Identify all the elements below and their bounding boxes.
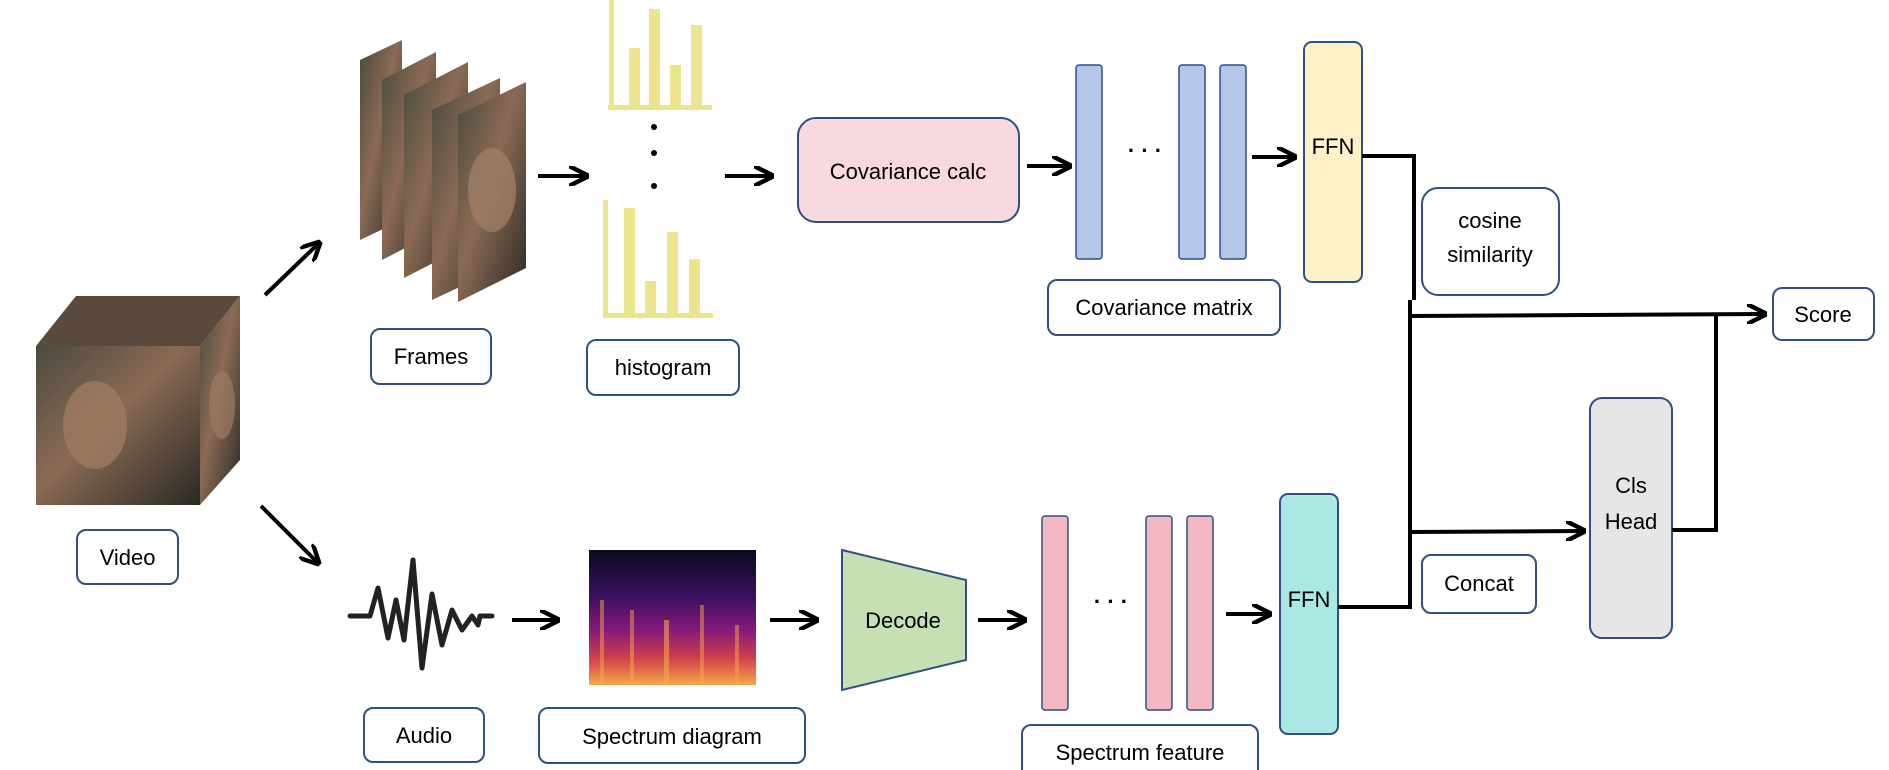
concat-to-cls-head-arrow — [1409, 531, 1582, 532]
covariance-matrix-bar — [1178, 64, 1206, 260]
video-to-audio-arrow — [259, 504, 317, 562]
spectrum-feature-bar — [1145, 515, 1173, 711]
ffn-bottom-box — [1279, 493, 1339, 735]
covariance-calc-label: Covariance calc — [830, 159, 987, 184]
fusion-connectors — [1338, 154, 1416, 609]
cls-head-box — [1589, 397, 1673, 639]
covariance-matrix-label: Covariance matrix — [1075, 295, 1252, 320]
video-label: Video — [100, 545, 156, 570]
spectrum-feature-label-box — [1021, 724, 1259, 770]
spectrum-diagram-label-box — [538, 707, 806, 764]
decode-trapezoid — [841, 548, 967, 692]
spectrum-feature-label: Spectrum feature — [1056, 740, 1225, 765]
covariance-matrix-ellipsis: · · · — [1128, 138, 1162, 163]
histogram-icon-bottom — [603, 200, 713, 318]
covariance-matrix-label-box — [1047, 279, 1281, 336]
ffn-top-label: FFN — [1312, 134, 1355, 159]
audio-label: Audio — [396, 723, 452, 748]
cosine-similarity-label-line1: cosine — [1458, 208, 1522, 233]
frames-label: Frames — [394, 344, 469, 369]
decode-label: Decode — [865, 608, 941, 633]
cls-head-to-score-connector — [1672, 314, 1718, 532]
cosine-similarity-box — [1421, 187, 1560, 296]
audio-label-box — [363, 707, 485, 763]
fusion-to-score-arrow — [1409, 314, 1763, 316]
histogram-label: histogram — [615, 355, 712, 380]
score-box — [1772, 287, 1875, 341]
cls-head-label-line2: Head — [1605, 509, 1658, 534]
spectrum-feature-ellipsis: · · · — [1094, 589, 1128, 614]
concat-box — [1421, 554, 1537, 614]
histogram-label-box — [586, 339, 740, 396]
video-cube-icon — [36, 296, 240, 505]
spectrum-feature-bar — [1041, 515, 1069, 711]
cls-head-label-line1: Cls — [1615, 473, 1647, 498]
histogram-icon-top — [608, 0, 712, 110]
score-label: Score — [1794, 302, 1851, 327]
audio-waveform-icon — [347, 557, 495, 671]
cosine-similarity-label-line2: similarity — [1447, 242, 1533, 267]
covariance-calc-box — [797, 117, 1020, 223]
spectrum-diagram-label: Spectrum diagram — [582, 724, 762, 749]
covariance-matrix-bar — [1075, 64, 1103, 260]
video-label-box — [76, 529, 179, 585]
histogram-dots — [651, 124, 657, 189]
video-to-frames-arrow — [263, 244, 318, 297]
frames-stack-icon — [360, 40, 526, 302]
ffn-bottom-label: FFN — [1288, 587, 1331, 612]
spectrum-feature-bar — [1186, 515, 1214, 711]
frames-label-box — [370, 328, 492, 385]
covariance-matrix-bar — [1219, 64, 1247, 260]
spectrogram-icon — [589, 550, 756, 685]
concat-label: Concat — [1444, 571, 1514, 596]
ffn-top-box — [1303, 41, 1363, 283]
